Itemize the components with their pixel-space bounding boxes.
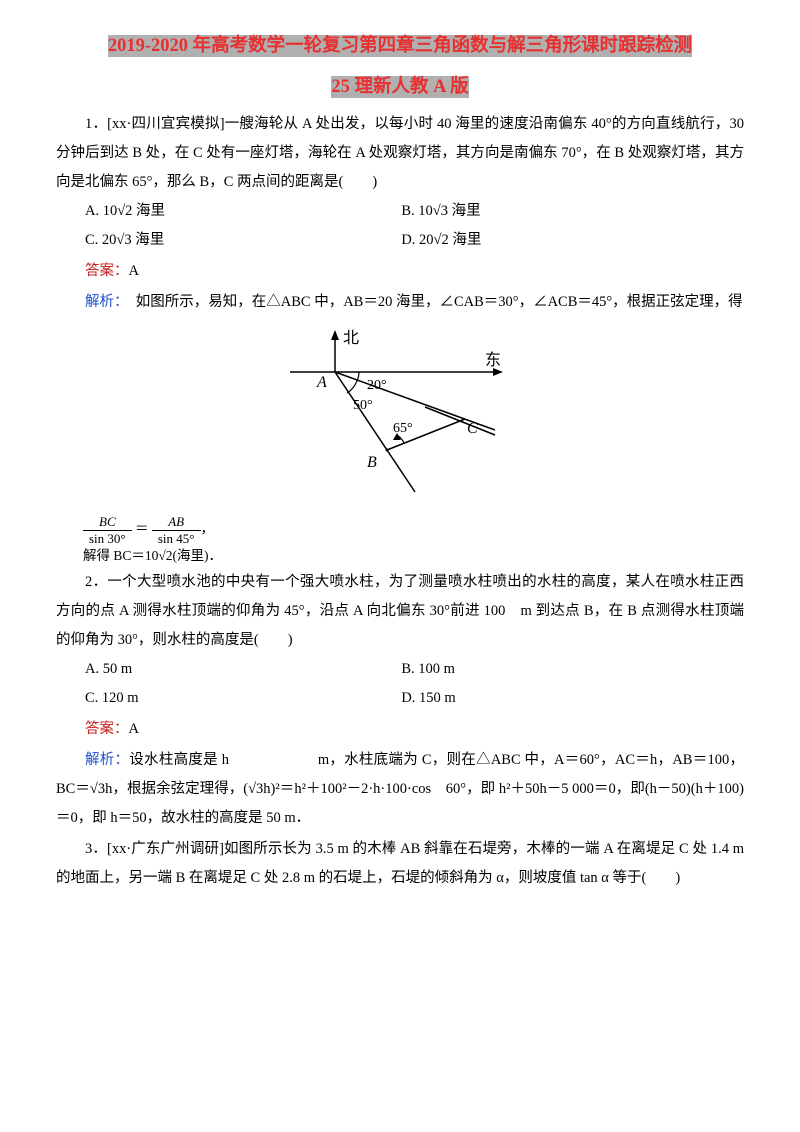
angle-50: 50° (353, 398, 373, 413)
q1-options-row2: C. 20√3 海里 D. 20√2 海里 (85, 226, 744, 255)
diagram-svg: 北 东 A 20° 50° B C 65° (285, 327, 515, 497)
analysis-label: 解析： (85, 294, 121, 310)
north-label: 北 (343, 329, 359, 347)
title-line-1: 2019-2020 年高考数学一轮复习第四章三角函数与解三角形课时跟踪检测 (56, 28, 744, 65)
question-1-text: 1．[xx·四川宜宾模拟]一艘海轮从 A 处出发，以每小时 40 海里的速度沿南… (56, 110, 744, 197)
q2-option-a: A. 50 m (85, 655, 401, 684)
q1-option-b: B. 10√3 海里 (401, 197, 717, 226)
q1-equation: BCsin 30° ＝ ABsin 45°， 解得 BC＝10√2(海里)． (83, 514, 744, 566)
a-label: A (316, 374, 327, 391)
q1-answer: 答案：A (56, 257, 744, 286)
q2-answer: 答案：A (56, 715, 744, 744)
q1-solution-line: 解得 BC＝10√2(海里)． (83, 548, 222, 563)
q2-options-row2: C. 120 m D. 150 m (85, 684, 744, 713)
east-label: 东 (485, 351, 501, 369)
q1-option-d: D. 20√2 海里 (401, 226, 717, 255)
question-3-text: 3．[xx·广东广州调研]如图所示长为 3.5 m 的木棒 AB 斜靠在石堤旁，… (56, 835, 744, 893)
angle-65: 65° (393, 421, 413, 436)
question-2-text: 2．一个大型喷水池的中央有一个强大喷水柱，为了测量喷水柱喷出的水柱的高度，某人在… (56, 568, 744, 655)
angle-20: 20° (367, 378, 387, 393)
answer-label-2: 答案： (85, 721, 129, 737)
b-label: B (367, 454, 377, 471)
q2-analysis: 解析：设水柱高度是 h m，水柱底端为 C，则在△ABC 中，A＝60°，AC＝… (56, 746, 744, 833)
q1-option-a: A. 10√2 海里 (85, 197, 401, 226)
q2-analysis-text: 设水柱高度是 h m，水柱底端为 C，则在△ABC 中，A＝60°，AC＝h，A… (56, 752, 744, 826)
q2-option-d: D. 150 m (401, 684, 717, 713)
q1-options-row1: A. 10√2 海里 B. 10√3 海里 (85, 197, 744, 226)
title-line-2: 25 理新人教 A 版 (56, 69, 744, 106)
q2-options-row1: A. 50 m B. 100 m (85, 655, 744, 684)
q1-option-c: C. 20√3 海里 (85, 226, 401, 255)
q2-option-b: B. 100 m (401, 655, 717, 684)
q1-analysis-text: 如图所示，易知，在△ABC 中，AB＝20 海里，∠CAB＝30°，∠ACB＝4… (121, 294, 742, 310)
analysis-label-2: 解析： (85, 752, 129, 768)
q2-option-c: C. 120 m (85, 684, 401, 713)
q1-analysis: 解析： 如图所示，易知，在△ABC 中，AB＝20 海里，∠CAB＝30°，∠A… (56, 288, 744, 317)
c-label: C (467, 420, 478, 437)
q2-answer-value: A (129, 721, 139, 737)
q1-diagram: 北 东 A 20° 50° B C 65° (56, 327, 744, 508)
answer-label: 答案： (85, 263, 129, 279)
q1-answer-value: A (129, 263, 139, 279)
